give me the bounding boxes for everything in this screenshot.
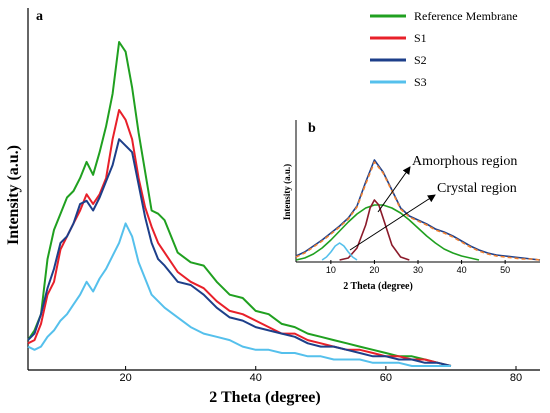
legend-label: S2 [414, 53, 427, 67]
series-line-2 [295, 204, 480, 261]
x-tick-label: 40 [457, 265, 467, 275]
crystal-region-label: Crystal region [437, 181, 517, 196]
x-tick-label: 80 [510, 372, 522, 384]
amorphous-region-label: Amorphous region [412, 154, 517, 169]
panel-b: b 10 20 30 40 50 2 Theta (degree) Intensity … [282, 120, 541, 292]
series-line-1 [295, 161, 541, 261]
panel-b-ylabel: Intensity (a.u.) [282, 164, 292, 220]
x-tick-label: 20 [119, 372, 131, 384]
panel-a-axes [27, 8, 540, 371]
x-tick-label: 10 [326, 265, 336, 275]
panel-a-series [27, 41, 452, 367]
legend-label: S1 [414, 31, 427, 45]
x-tick-label: 40 [250, 372, 262, 384]
crystal-arrow [349, 194, 436, 251]
series-line-0 [295, 159, 541, 261]
x-tick-label: 30 [413, 265, 423, 275]
panel-b-label: b [308, 121, 316, 136]
series-line-reference-membrane [27, 41, 452, 367]
panel-a: a 20 40 60 80 2 Theta (degree) Intensity (a… [5, 8, 540, 406]
panel-a-ticks: 20 40 60 80 [119, 366, 522, 384]
series-line-3 [339, 199, 410, 261]
x-tick-label: 50 [500, 265, 510, 275]
series-line-s2 [27, 138, 452, 367]
legend-label: S3 [414, 75, 427, 89]
panel-b-series [295, 159, 541, 261]
panel-a-label: a [36, 9, 43, 24]
x-tick-label: 20 [369, 265, 379, 275]
amorphous-arrow [377, 166, 411, 213]
panel-b-xlabel: 2 Theta (degree) [343, 281, 413, 292]
series-line-s3 [27, 222, 451, 367]
series-line-4 [321, 242, 358, 261]
legend-label: Reference Membrane [414, 9, 518, 23]
legend: Reference Membrane S1 S2 S3 [370, 9, 518, 89]
panel-a-ylabel: Intensity (a.u.) [5, 145, 22, 245]
panel-b-ticks: 10 20 30 40 50 [326, 260, 510, 275]
series-line-s1 [27, 109, 452, 367]
x-tick-label: 60 [380, 372, 392, 384]
panel-a-xlabel: 2 Theta (degree) [209, 389, 320, 406]
